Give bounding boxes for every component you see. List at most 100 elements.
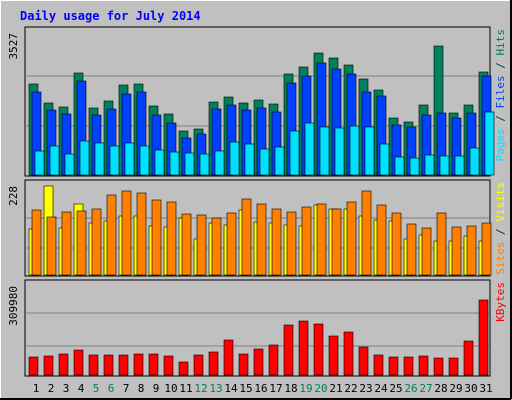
panel-bottom-kbytes-bar-3 xyxy=(58,353,69,376)
panel-top-legend-part-1: Pages xyxy=(494,128,507,161)
panel-middle-sites-bar-25 xyxy=(391,212,402,276)
panel-middle-legend-part-2: / xyxy=(494,222,507,242)
x-axis-labels: 1 2 3 4 5 6 7 8 9 10 11 12 13 14 15 16 17 18 19 20 21 22 23 24 2… xyxy=(33,382,493,395)
panel-middle-sites-bar-10 xyxy=(166,201,177,276)
panel-top-pages-bar-9 xyxy=(154,149,165,176)
panel-middle-sites-bar-18 xyxy=(286,211,297,276)
panel-bottom-kbytes-bar-29 xyxy=(448,357,459,376)
panel-middle-sites-bar-9 xyxy=(151,199,162,276)
x-tick-label-25: 25 xyxy=(389,382,402,395)
panel-bottom-kbytes-bar-25 xyxy=(388,356,399,376)
panel-top-pages-bar-4 xyxy=(79,140,90,176)
panel-bottom-kbytes-bar-15 xyxy=(238,353,249,376)
panel-top: 3527 Pages / Files / Hits xyxy=(7,26,507,177)
panel-bottom-kbytes-bar-28 xyxy=(433,357,444,376)
panel-middle-sites-bar-28 xyxy=(436,212,447,276)
x-tick-label-19: 19 xyxy=(299,382,312,395)
x-tick-label-18: 18 xyxy=(284,382,297,395)
x-tick-label-24: 24 xyxy=(374,382,388,395)
x-tick-label-22: 22 xyxy=(344,382,357,395)
panel-top-pages-bar-13 xyxy=(214,150,225,176)
panel-top-legend-part-5: Hits xyxy=(494,29,507,56)
panel-bottom-kbytes-bar-11 xyxy=(178,361,189,376)
x-tick-label-17: 17 xyxy=(269,382,282,395)
panel-top-pages-bar-20 xyxy=(319,126,330,176)
chart-title: Daily usage for July 2014 xyxy=(20,9,201,23)
panel-middle-sites-bar-1 xyxy=(31,209,42,276)
panel-middle-legend-part-3: Visits xyxy=(494,182,507,222)
panel-middle-sites-bar-19 xyxy=(301,206,312,276)
panel-middle-sites-bar-3 xyxy=(61,211,72,276)
panel-middle-sites-bar-13 xyxy=(211,217,222,276)
panel-bottom-kbytes-bar-19 xyxy=(298,320,309,376)
panel-bottom-kbytes-bar-6 xyxy=(103,354,114,376)
panel-bottom-kbytes-bar-22 xyxy=(343,331,354,376)
panel-bottom-kbytes-bar-5 xyxy=(88,354,99,376)
panel-bottom-kbytes-bar-20 xyxy=(313,323,324,376)
panel-middle-sites-bar-12 xyxy=(196,214,207,276)
panel-top-pages-bar-30 xyxy=(469,147,480,176)
panel-bottom-kbytes-bar-9 xyxy=(148,353,159,376)
panel-top-pages-bar-7 xyxy=(124,142,135,176)
panel-bottom-kbytes-bar-24 xyxy=(373,354,384,376)
panel-middle-sites-bar-30 xyxy=(466,225,477,276)
panel-middle-sites-bar-7 xyxy=(121,190,132,276)
panel-middle-sites-bar-26 xyxy=(406,223,417,276)
panel-top-pages-bar-6 xyxy=(109,145,120,176)
panel-top-series-legend: Pages / Files / Hits xyxy=(494,29,507,162)
panel-middle-sites-bar-27 xyxy=(421,227,432,276)
panel-top-pages-bar-23 xyxy=(364,126,375,176)
panel-top-legend-part-3: Files xyxy=(494,75,507,108)
panel-top-pages-bar-15 xyxy=(244,143,255,176)
panel-bottom-kbytes-bar-1 xyxy=(28,356,39,376)
panel-middle-sites-bar-29 xyxy=(451,226,462,276)
panel-top-pages-bar-11 xyxy=(184,152,195,176)
panel-middle-sites-bar-5 xyxy=(91,208,102,276)
x-tick-label-3: 3 xyxy=(63,382,70,395)
panel-top-pages-bar-8 xyxy=(139,145,150,176)
panel-top-pages-bar-2 xyxy=(49,145,60,176)
panel-top-pages-bar-3 xyxy=(64,153,75,176)
chart-panels: 3527 Pages / Files / Hits 228 Sites / Visit… xyxy=(7,26,507,377)
panel-bottom-kbytes-bar-21 xyxy=(328,335,339,376)
panel-bottom-kbytes-bar-2 xyxy=(43,355,54,376)
panel-bottom-legend-part-1: KBytes xyxy=(494,282,507,322)
x-tick-label-13: 13 xyxy=(209,382,222,395)
panel-bottom-kbytes-bar-16 xyxy=(253,348,264,376)
panel-middle-sites-bar-8 xyxy=(136,192,147,276)
panel-middle-sites-bar-17 xyxy=(271,208,282,276)
panel-top-legend-part-2: / xyxy=(494,109,507,129)
panel-top-pages-bar-22 xyxy=(349,125,360,176)
x-tick-label-5: 5 xyxy=(93,382,100,395)
panel-top-ymax-label: 3527 xyxy=(7,33,20,60)
x-tick-label-30: 30 xyxy=(464,382,477,395)
panel-middle-sites-bar-11 xyxy=(181,213,192,276)
x-tick-label-15: 15 xyxy=(239,382,252,395)
x-tick-label-14: 14 xyxy=(224,382,238,395)
x-tick-label-4: 4 xyxy=(78,382,85,395)
panel-bottom-kbytes-bar-23 xyxy=(358,346,369,376)
panel-bottom-kbytes-bar-14 xyxy=(223,339,234,376)
x-tick-label-27: 27 xyxy=(419,382,432,395)
panel-top-pages-bar-1 xyxy=(34,150,45,176)
panel-bottom-series-legend: KBytes xyxy=(494,282,507,322)
panel-middle-sites-bar-4 xyxy=(76,210,87,276)
x-tick-label-6: 6 xyxy=(108,382,115,395)
x-tick-label-8: 8 xyxy=(138,382,145,395)
x-tick-label-20: 20 xyxy=(314,382,327,395)
x-tick-label-31: 31 xyxy=(479,382,492,395)
panel-bottom-kbytes-bar-8 xyxy=(133,353,144,376)
panel-top-pages-bar-18 xyxy=(289,130,300,176)
panel-top-pages-bar-16 xyxy=(259,148,270,176)
panel-top-pages-bar-25 xyxy=(394,156,405,176)
panel-middle-sites-bar-6 xyxy=(106,194,117,276)
x-tick-label-26: 26 xyxy=(404,382,417,395)
panel-middle-sites-bar-20 xyxy=(316,203,327,276)
x-tick-label-9: 9 xyxy=(153,382,160,395)
panel-top-legend-part-4: / xyxy=(494,56,507,76)
panel-bottom-kbytes-bar-31 xyxy=(478,299,489,376)
panel-bottom-ymax-label: 309980 xyxy=(7,286,20,326)
panel-top-pages-bar-27 xyxy=(424,154,435,176)
x-tick-label-10: 10 xyxy=(164,382,177,395)
